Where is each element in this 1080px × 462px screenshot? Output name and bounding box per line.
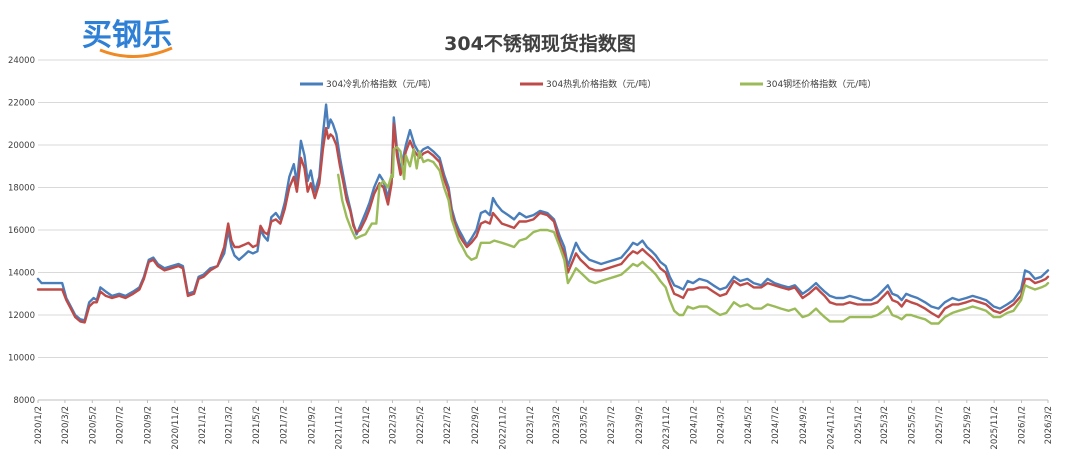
- x-tick-label: 2020/3/2: [61, 406, 71, 444]
- x-tick-label: 2024/3/2: [716, 406, 726, 444]
- chart-title: 304不锈钢现货指数图: [444, 32, 636, 55]
- x-tick-label: 2023/7/2: [607, 406, 617, 444]
- y-tick-label: 20000: [8, 141, 35, 151]
- x-tick-label: 2022/11/2: [498, 406, 508, 450]
- logo-text: 买钢乐: [82, 18, 172, 53]
- x-tick-label: 2022/1/2: [362, 406, 372, 444]
- x-tick-label: 2022/5/2: [416, 406, 426, 444]
- x-tick-label: 2023/3/2: [552, 406, 562, 444]
- x-tick-label: 2021/7/2: [279, 406, 289, 444]
- x-tick-label: 2026/1/2: [1018, 406, 1028, 444]
- maigangle-logo: 买钢乐: [82, 18, 173, 59]
- x-tick-label: 2024/5/2: [744, 406, 754, 444]
- x-tick-label: 2022/7/2: [443, 406, 453, 444]
- x-tick-label: 2020/1/2: [34, 406, 44, 444]
- x-tick-label: 2020/5/2: [88, 406, 98, 444]
- legend: 304冷乳价格指数（元/吨） 304热乳价格指数（元/吨） 304钢坯价格指数（…: [300, 78, 876, 90]
- x-tick-label: 2025/9/2: [963, 406, 973, 444]
- x-tick-label: 2025/3/2: [880, 406, 890, 444]
- y-tick-label: 24000: [8, 56, 35, 66]
- x-axis: 2020/1/2 2020/3/2 2020/5/2 2020/7/2 2020/9/2…: [34, 399, 1054, 450]
- legend-label: 304冷乳价格指数（元/吨）: [326, 78, 436, 90]
- x-tick-label: 2020/9/2: [143, 406, 153, 444]
- x-tick-label: 2025/7/2: [935, 406, 945, 444]
- y-tick-label: 10000: [8, 354, 35, 364]
- x-tick-label: 2025/5/2: [908, 406, 918, 444]
- legend-item-hot-rolled: 304热乳价格指数（元/吨）: [520, 78, 656, 90]
- y-tick-label: 14000: [8, 269, 35, 279]
- x-tick-label: 2024/9/2: [799, 406, 809, 444]
- x-tick-label: 2022/9/2: [471, 406, 481, 444]
- legend-item-cold-rolled: 304冷乳价格指数（元/吨）: [300, 78, 436, 90]
- x-tick-label: 2020/11/2: [171, 406, 181, 450]
- y-tick-label: 12000: [8, 311, 35, 321]
- x-tick-label: 2023/5/2: [580, 406, 590, 444]
- logo-swoosh-icon: [99, 46, 173, 59]
- x-tick-label: 2024/11/2: [826, 406, 836, 450]
- x-tick-label: 2021/1/2: [198, 406, 208, 444]
- x-tick-label: 2025/11/2: [990, 406, 1000, 450]
- plot-area: [36, 103, 1050, 325]
- x-tick-label: 2020/7/2: [116, 406, 126, 444]
- y-tick-label: 22000: [8, 99, 35, 109]
- legend-label: 304热乳价格指数（元/吨）: [546, 78, 656, 90]
- x-tick-label: 2026/3/2: [1044, 406, 1054, 444]
- series-line-cold-rolled: [36, 103, 1050, 322]
- legend-item-billet: 304钢坯价格指数（元/吨）: [740, 78, 876, 90]
- x-tick-label: 2021/5/2: [252, 406, 262, 444]
- y-tick-label: 18000: [8, 184, 35, 194]
- series-line-hot-rolled: [36, 122, 1050, 324]
- x-tick-label: 2021/3/2: [225, 406, 235, 444]
- x-tick-label: 2021/9/2: [307, 406, 317, 444]
- x-tick-label: 2025/1/2: [854, 406, 864, 444]
- x-tick-label: 2024/1/2: [690, 406, 700, 444]
- x-tick-label: 2024/7/2: [771, 406, 781, 444]
- y-tick-label: 16000: [8, 226, 35, 236]
- x-tick-label: 2022/3/2: [388, 406, 398, 444]
- x-tick-label: 2023/11/2: [662, 406, 672, 450]
- x-tick-label: 2023/9/2: [635, 406, 645, 444]
- y-tick-label: 8000: [13, 396, 35, 406]
- x-tick-label: 2023/1/2: [526, 406, 536, 444]
- y-axis: 8000 10000 12000 14000 16000 18000 20000 22000 2…: [8, 56, 35, 406]
- x-tick-label: 2021/11/2: [335, 406, 345, 450]
- series-line-billet: [337, 145, 1050, 325]
- legend-label: 304钢坯价格指数（元/吨）: [766, 78, 876, 90]
